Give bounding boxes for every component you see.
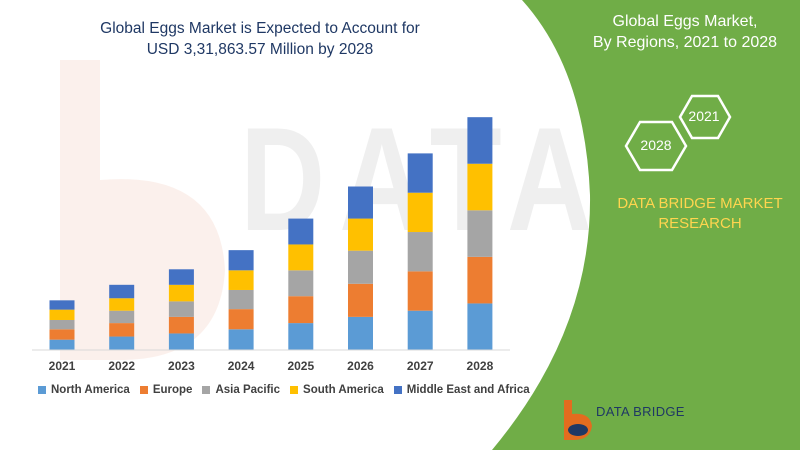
bar-segment-2025-middle-east-and-africa [288,218,314,245]
x-tick-label-2024: 2024 [228,359,255,373]
bar-segment-2024-asia-pacific [228,289,254,310]
bar-segment-2025-south-america [288,244,314,271]
bar-segment-2027-europe [407,271,433,311]
chart-title-line-1: Global Eggs Market is Expected to Accoun… [100,20,420,37]
legend-label: Europe [152,384,193,396]
chart-legend: North America Europe Asia Pacific South Ame… [38,384,540,396]
legend-label: North America [51,384,130,396]
bar-segment-2021-middle-east-and-africa [49,300,75,310]
legend-swatch [202,386,211,394]
bar-segment-2024-europe [228,309,254,330]
hexagon-2021-icon [678,94,732,140]
bar-segment-2022-europe [109,323,135,337]
bar-segment-2023-europe [168,316,194,334]
brand-name: DATA BRIDGE MARKET RESEARCH [600,194,800,234]
bar-segment-2022-middle-east-and-africa [109,284,135,299]
x-tick-label-2022: 2022 [108,359,135,373]
hexagon-2028-icon [624,120,688,172]
legend-label: Middle East and Africa [406,384,530,396]
legend-item-asia-pacific: Asia Pacific [202,384,280,396]
x-axis-ticks: 2021 2022 2023 2024 2025 2026 2027 2028 [49,359,494,373]
legend-swatch [393,386,402,394]
logo-text: DATA BRIDGE [596,404,685,419]
bar-segment-2021-asia-pacific [49,319,75,330]
brand-name-line-2: RESEARCH [658,215,742,232]
panel-title-line-2: By Regions, 2021 to 2028 [592,34,778,51]
bar-segment-2026-south-america [348,218,373,251]
legend-item-south-america: South America [290,384,384,396]
panel-title-line-1: Global Eggs Market, [612,13,758,30]
x-tick-label-2025: 2025 [287,359,314,373]
bar-segment-2026-asia-pacific [348,250,373,284]
bar-segment-2022-south-america [109,298,135,311]
hexagon-icons [624,94,732,172]
bar-segment-2027-north-america [407,310,433,350]
bar-segment-2028-middle-east-and-africa [467,117,493,164]
bar-segment-2026-europe [348,283,373,317]
hexagon-2028-label: 2028 [640,137,672,153]
legend-swatch [139,386,148,394]
bar-segment-2021-south-america [49,309,75,320]
legend-label: Asia Pacific [215,384,281,396]
bar-segment-2022-asia-pacific [109,310,135,324]
bar-segment-2023-north-america [168,333,194,350]
x-tick-label-2027: 2027 [407,359,434,373]
bar-segment-2023-middle-east-and-africa [168,269,194,285]
chart-title-line-2: USD 3,31,863.57 Million by 2028 [146,41,374,58]
bar-segment-2028-asia-pacific [467,210,493,257]
chart-title: Global Eggs Market is Expected to Accoun… [95,18,425,60]
data-bridge-logo-icon [564,400,592,440]
legend-swatch [38,386,46,394]
bar-segment-2023-asia-pacific [168,301,194,317]
brand-name-line-1: DATA BRIDGE MARKET [617,195,783,212]
bar-segment-2024-middle-east-and-africa [228,250,254,271]
bar-segment-2023-south-america [168,284,194,302]
bar-segment-2027-asia-pacific [407,232,433,272]
x-tick-label-2028: 2028 [467,359,494,373]
bar-segment-2026-middle-east-and-africa [348,186,373,219]
panel-title: Global Eggs Market, By Regions, 2021 to … [570,11,800,53]
chart-bars [49,117,493,350]
legend-item-north-america: North America [38,384,130,396]
bar-segment-2022-north-america [109,336,135,350]
legend-label: South America [303,384,384,396]
bar-segment-2028-south-america [467,163,493,211]
bar-segment-2024-south-america [228,270,254,290]
green-panel-shape [492,0,800,450]
x-tick-label-2026: 2026 [347,359,374,373]
hexagon-2021-label: 2021 [688,108,720,124]
bar-segment-2027-middle-east-and-africa [407,153,433,193]
bar-segment-2021-europe [49,329,75,340]
x-tick-label-2021: 2021 [49,359,76,373]
legend-item-europe: Europe [139,384,193,396]
bar-segment-2026-north-america [348,316,373,350]
bar-segment-2021-north-america [49,339,75,350]
legend-item-middle-east-and-africa: Middle East and Africa [393,384,530,396]
bar-segment-2024-north-america [228,329,254,350]
bar-segment-2028-north-america [467,303,493,350]
x-tick-label-2023: 2023 [168,359,195,373]
bar-segment-2025-asia-pacific [288,270,314,297]
legend-swatch [290,386,299,394]
bar-segment-2027-south-america [407,192,433,233]
bar-segment-2028-europe [467,256,493,304]
bar-segment-2025-europe [288,296,314,324]
bar-segment-2025-north-america [288,323,314,350]
